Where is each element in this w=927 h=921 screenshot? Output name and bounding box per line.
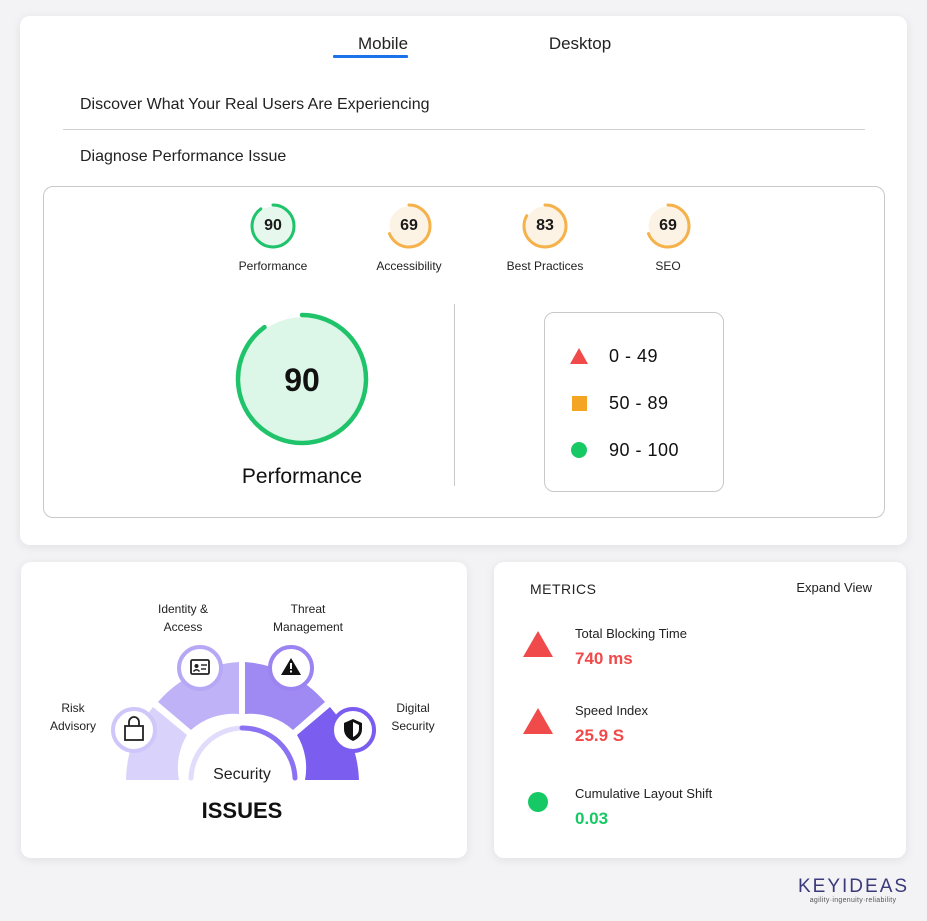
metric-value: 0.03 (575, 809, 609, 828)
legend-row-average: 50 - 89 (569, 391, 669, 415)
gauge-ring (386, 203, 432, 249)
circle-icon (528, 792, 548, 812)
security-fan-diagram (111, 645, 376, 781)
segment-label-digital-security: Digital Security (391, 701, 435, 733)
metrics-card: METRICS Expand View Total Blocking Time … (494, 562, 906, 858)
square-icon (572, 396, 587, 411)
shield-icon (330, 707, 376, 753)
gauge-score: 69 (400, 217, 418, 234)
gauge-ring (522, 203, 568, 249)
keyideas-logo: KEYIDEAS agility·ingenuity·reliability (798, 876, 908, 904)
metrics-title: METRICS (530, 581, 597, 597)
id-card-icon (177, 645, 223, 691)
metric-value: 25.9 S (575, 726, 625, 745)
metric-name: Speed Index (575, 703, 649, 718)
vertical-divider (454, 304, 455, 486)
warning-icon (268, 645, 314, 691)
gauge-arc (386, 203, 432, 249)
triangle-icon (523, 631, 553, 657)
performance-big-label: Performance (241, 465, 363, 488)
metric-name: Total Blocking Time (575, 626, 687, 641)
score-gauge-best-practices[interactable]: 83 Best Practices (485, 201, 605, 273)
segment-label-identity-access: Identity & Access (157, 602, 209, 634)
page-insights-card: Mobile Desktop Discover What Your Real U… (20, 16, 907, 545)
gauge-ring (645, 203, 691, 249)
discover-section-title[interactable]: Discover What Your Real Users Are Experi… (80, 96, 430, 113)
score-gauge-performance[interactable]: 90 Performance (213, 201, 333, 273)
legend-range: 0 - 49 (609, 345, 659, 366)
segment-threat-management (245, 662, 325, 730)
issues-title: ISSUES (201, 798, 283, 823)
triangle-icon (570, 348, 588, 364)
brand-tagline: agility·ingenuity·reliability (809, 897, 897, 904)
circle-icon (571, 442, 587, 458)
gauge-arc (645, 203, 691, 249)
metric-value: 740 ms (575, 649, 633, 668)
performance-big-gauge (235, 312, 369, 446)
score-legend: 0 - 49 50 - 89 90 - 100 (544, 312, 724, 492)
gauge-arc (522, 203, 568, 249)
gauge-score: 83 (536, 217, 554, 234)
legend-row-good: 90 - 100 (569, 438, 679, 462)
diagnose-report-panel: 90 Performance 69 Accessibility 83 Best … (43, 186, 885, 518)
legend-range: 90 - 100 (609, 439, 680, 460)
legend-range: 50 - 89 (609, 392, 669, 413)
gauge-arc (250, 203, 296, 249)
segment-label-threat-management: Threat Management (272, 602, 344, 634)
security-center-label: Security (213, 766, 271, 783)
metric-name: Cumulative Layout Shift (575, 786, 713, 801)
score-gauge-seo[interactable]: 69 SEO (608, 201, 728, 273)
gauge-ring (250, 203, 296, 249)
brand-name: KEYIDEAS (798, 876, 910, 897)
gauge-label: Accessibility (376, 259, 442, 273)
score-gauge-accessibility[interactable]: 69 Accessibility (349, 201, 469, 273)
section-divider (63, 129, 865, 130)
performance-big-score: 90 (284, 362, 320, 398)
segment-digital-security (297, 707, 359, 780)
segment-label-risk-advisory: Risk Advisory (49, 701, 96, 733)
diagnose-section-title[interactable]: Diagnose Performance Issue (80, 148, 287, 165)
metric-cumulative-layout-shift: Cumulative Layout Shift 0.03 (522, 786, 882, 836)
metric-speed-index: Speed Index 25.9 S (522, 703, 882, 753)
tab-mobile[interactable]: Mobile (357, 34, 409, 53)
security-issues-card: Risk Advisory Identity & Access Threat Mana… (21, 562, 467, 858)
active-tab-indicator (333, 55, 408, 58)
gauge-label: Performance (238, 259, 308, 273)
inner-arc-light (188, 725, 245, 781)
gauge-label: SEO (655, 259, 681, 273)
triangle-icon (523, 708, 553, 734)
metric-total-blocking-time: Total Blocking Time 740 ms (522, 626, 882, 676)
shopping-bag-icon (111, 707, 157, 753)
tab-desktop[interactable]: Desktop (548, 34, 612, 53)
gauge-score: 69 (659, 217, 677, 234)
gauge-arc (235, 312, 369, 446)
gauge-score: 90 (264, 217, 282, 234)
legend-row-poor: 0 - 49 (569, 344, 658, 368)
expand-view-link[interactable]: Expand View (796, 580, 872, 595)
gauge-label: Best Practices (506, 259, 584, 273)
inner-arc-dark (239, 725, 298, 781)
